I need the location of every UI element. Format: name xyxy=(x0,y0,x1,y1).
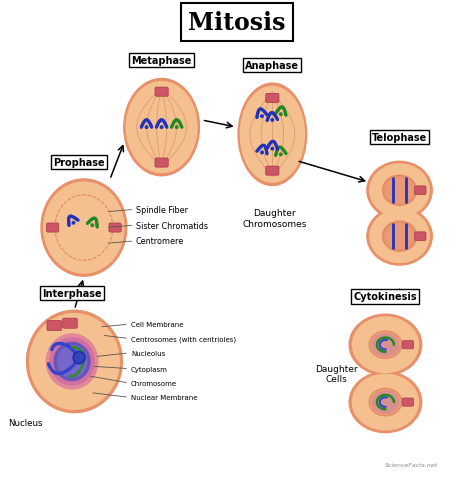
Text: Cell Membrane: Cell Membrane xyxy=(131,322,183,327)
Circle shape xyxy=(280,114,282,116)
Ellipse shape xyxy=(30,314,119,409)
Text: Interphase: Interphase xyxy=(42,288,102,299)
Ellipse shape xyxy=(349,314,422,375)
Ellipse shape xyxy=(126,83,197,173)
Text: Centrosomes (with centrioles): Centrosomes (with centrioles) xyxy=(131,336,236,342)
Ellipse shape xyxy=(367,208,432,265)
Ellipse shape xyxy=(238,84,307,186)
Ellipse shape xyxy=(370,210,429,263)
Ellipse shape xyxy=(367,162,432,220)
FancyBboxPatch shape xyxy=(109,224,121,233)
Ellipse shape xyxy=(57,346,87,377)
Text: Telophase: Telophase xyxy=(372,132,427,143)
Ellipse shape xyxy=(27,311,122,413)
Ellipse shape xyxy=(369,388,402,416)
FancyBboxPatch shape xyxy=(46,224,59,233)
Text: Spindle Fiber: Spindle Fiber xyxy=(136,205,188,215)
Circle shape xyxy=(160,127,163,129)
Text: Cytokinesis: Cytokinesis xyxy=(354,292,417,302)
Text: Chromosome: Chromosome xyxy=(131,380,177,386)
Circle shape xyxy=(261,116,263,118)
Ellipse shape xyxy=(46,334,98,389)
Text: ScienceFacts.net: ScienceFacts.net xyxy=(385,462,438,467)
Text: Centromere: Centromere xyxy=(136,237,184,246)
Ellipse shape xyxy=(353,317,419,372)
Ellipse shape xyxy=(41,180,127,276)
Ellipse shape xyxy=(383,176,417,206)
Ellipse shape xyxy=(373,334,398,356)
Ellipse shape xyxy=(369,331,402,359)
Text: Prophase: Prophase xyxy=(54,158,105,168)
FancyBboxPatch shape xyxy=(266,94,279,103)
Text: Nucleolus: Nucleolus xyxy=(131,350,165,356)
Text: Daughter
Chromosomes: Daughter Chromosomes xyxy=(243,209,307,228)
FancyBboxPatch shape xyxy=(155,88,168,97)
Text: Mitosis: Mitosis xyxy=(188,11,286,35)
FancyBboxPatch shape xyxy=(415,232,426,241)
Circle shape xyxy=(280,154,282,156)
Text: Anaphase: Anaphase xyxy=(246,61,300,71)
FancyBboxPatch shape xyxy=(47,321,62,331)
Ellipse shape xyxy=(370,165,429,217)
Circle shape xyxy=(271,148,273,151)
Text: Nuclear Membrane: Nuclear Membrane xyxy=(131,395,198,400)
FancyBboxPatch shape xyxy=(402,341,413,349)
Ellipse shape xyxy=(44,183,124,274)
Circle shape xyxy=(75,354,83,362)
Circle shape xyxy=(72,222,75,225)
Ellipse shape xyxy=(386,225,413,249)
FancyBboxPatch shape xyxy=(63,319,77,328)
Ellipse shape xyxy=(50,338,94,385)
FancyBboxPatch shape xyxy=(415,187,426,195)
Ellipse shape xyxy=(54,343,90,381)
FancyBboxPatch shape xyxy=(266,167,279,176)
Ellipse shape xyxy=(349,372,422,432)
FancyBboxPatch shape xyxy=(155,159,168,168)
Text: Metaphase: Metaphase xyxy=(131,56,192,66)
Circle shape xyxy=(73,352,85,364)
Circle shape xyxy=(271,120,273,122)
Ellipse shape xyxy=(373,392,398,413)
Ellipse shape xyxy=(353,374,419,430)
Circle shape xyxy=(261,152,263,155)
Text: Cytoplasm: Cytoplasm xyxy=(131,366,168,372)
Text: Nucleus: Nucleus xyxy=(8,418,42,427)
Circle shape xyxy=(91,225,93,227)
Ellipse shape xyxy=(386,179,413,203)
Circle shape xyxy=(175,127,178,129)
Text: Sister Chromatids: Sister Chromatids xyxy=(136,221,208,230)
Ellipse shape xyxy=(240,87,304,183)
FancyBboxPatch shape xyxy=(402,398,413,406)
Circle shape xyxy=(146,127,148,129)
Ellipse shape xyxy=(383,222,417,252)
Ellipse shape xyxy=(124,79,200,176)
Text: Daughter
Cells: Daughter Cells xyxy=(315,364,357,384)
